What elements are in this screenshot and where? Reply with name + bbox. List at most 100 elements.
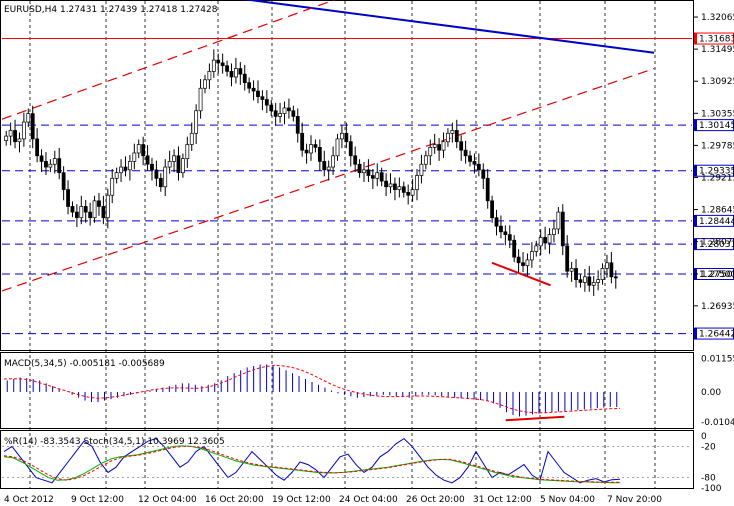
candle-body	[366, 169, 371, 176]
candle-body	[552, 228, 556, 235]
candle-body	[406, 192, 411, 196]
candle-body	[185, 144, 190, 159]
level-label-bg	[697, 269, 733, 280]
candle-body	[609, 262, 614, 278]
candle-body	[335, 138, 340, 157]
candle-body	[472, 161, 477, 165]
price-tick-label: 1.27500	[701, 270, 734, 280]
candle-body	[52, 158, 57, 165]
candle-body	[167, 161, 172, 168]
stoch-panel-title: %R(14) -83.3543 Stoch(34,5,1) 10.3969 12…	[4, 437, 225, 447]
price-tick-label: 1.31495	[701, 45, 734, 55]
candle-body	[256, 90, 260, 98]
candle-body	[499, 225, 503, 233]
macd-divergence-line	[505, 415, 565, 422]
candle-body	[516, 256, 521, 264]
macd-signal-path	[3, 364, 621, 414]
candle-body	[525, 259, 530, 266]
macd-tick-label: 0.00	[701, 388, 721, 398]
time-label: 31 Oct 12:00	[473, 495, 532, 505]
stoch-line	[3, 437, 621, 484]
time-label: 12 Oct 04:00	[138, 495, 197, 505]
stoch-tick-label: -80	[701, 474, 716, 484]
candle-body	[101, 206, 106, 219]
trendline	[1, 67, 655, 292]
candle-body	[225, 65, 229, 72]
candle-body	[503, 231, 508, 235]
level-label: 1.28444	[699, 217, 734, 227]
candle-body	[569, 268, 574, 272]
macd-panel-title: MACD(5,34,5) -0.005181 -0.005689	[4, 359, 165, 369]
candle-body	[35, 138, 40, 157]
time-label: 4 Oct 2012	[4, 495, 54, 505]
candle-body	[450, 130, 455, 134]
candle-body	[331, 155, 335, 168]
candle-body	[105, 194, 110, 219]
macd-histogram	[6, 364, 618, 417]
time-label: 9 Oct 12:00	[71, 495, 124, 505]
time-label: 24 Oct 04:00	[339, 495, 398, 505]
time-label: 19 Oct 12:00	[272, 495, 331, 505]
candle-body	[150, 163, 154, 171]
candle-body	[494, 217, 499, 227]
candle-body	[17, 138, 22, 143]
candle-body	[145, 155, 150, 165]
candle-body	[44, 161, 48, 168]
trendline	[1, 0, 336, 120]
candle-body	[181, 158, 185, 174]
candle-body	[600, 268, 605, 280]
candle-body	[264, 99, 269, 106]
candle-body	[207, 71, 212, 81]
candle-body	[26, 113, 31, 123]
candle-body	[83, 206, 88, 213]
candle-body	[141, 144, 146, 157]
candle-body	[136, 144, 141, 154]
candle-body	[269, 104, 274, 112]
candle-body	[61, 172, 66, 190]
candle-body	[313, 144, 318, 148]
candle-body	[132, 152, 137, 162]
candle-body	[317, 147, 322, 162]
level-label-bg	[697, 33, 733, 44]
time-axis: 4 Oct 2012 9 Oct 12:00 12 Oct 04:00 16 Oct …	[4, 495, 662, 505]
candle-body	[534, 245, 539, 252]
candle-body	[48, 163, 53, 168]
candle-body	[211, 59, 216, 72]
candle-body	[158, 177, 163, 188]
candle-body	[578, 279, 583, 283]
candle-body	[582, 276, 587, 283]
candle-body	[574, 268, 578, 280]
candle-body	[476, 163, 481, 171]
candle-body	[163, 166, 168, 188]
candle-body	[441, 141, 446, 151]
candle-body	[446, 132, 450, 143]
price-tick-label: 1.28075	[701, 238, 734, 248]
candle-body	[176, 155, 181, 174]
level-label: 1.27500	[699, 270, 734, 280]
stoch-tick-label: -100	[701, 484, 722, 494]
candle-body	[379, 172, 384, 182]
price-tick-label: 1.30355	[701, 109, 734, 119]
candle-body	[384, 180, 388, 188]
stoch-line	[3, 445, 620, 483]
candle-body	[287, 107, 291, 112]
candle-body	[203, 79, 207, 89]
candle-body	[428, 147, 433, 157]
candle-body	[512, 239, 517, 258]
candle-body	[401, 186, 406, 193]
candle-body	[587, 276, 592, 286]
candle-body	[613, 276, 618, 279]
candle-body	[362, 169, 366, 174]
price-tick-label: 1.29215	[701, 173, 734, 183]
stoch-tick-label: 0	[701, 432, 707, 442]
macd-signal-line	[3, 364, 621, 422]
level-label-bg	[697, 239, 733, 250]
candle-body	[481, 169, 486, 179]
level-label: 1.29335	[699, 167, 734, 177]
candle-body	[110, 177, 115, 196]
candle-body	[538, 237, 543, 247]
candle-body	[282, 107, 287, 114]
candle-body	[247, 82, 252, 89]
candle-body	[340, 132, 344, 140]
